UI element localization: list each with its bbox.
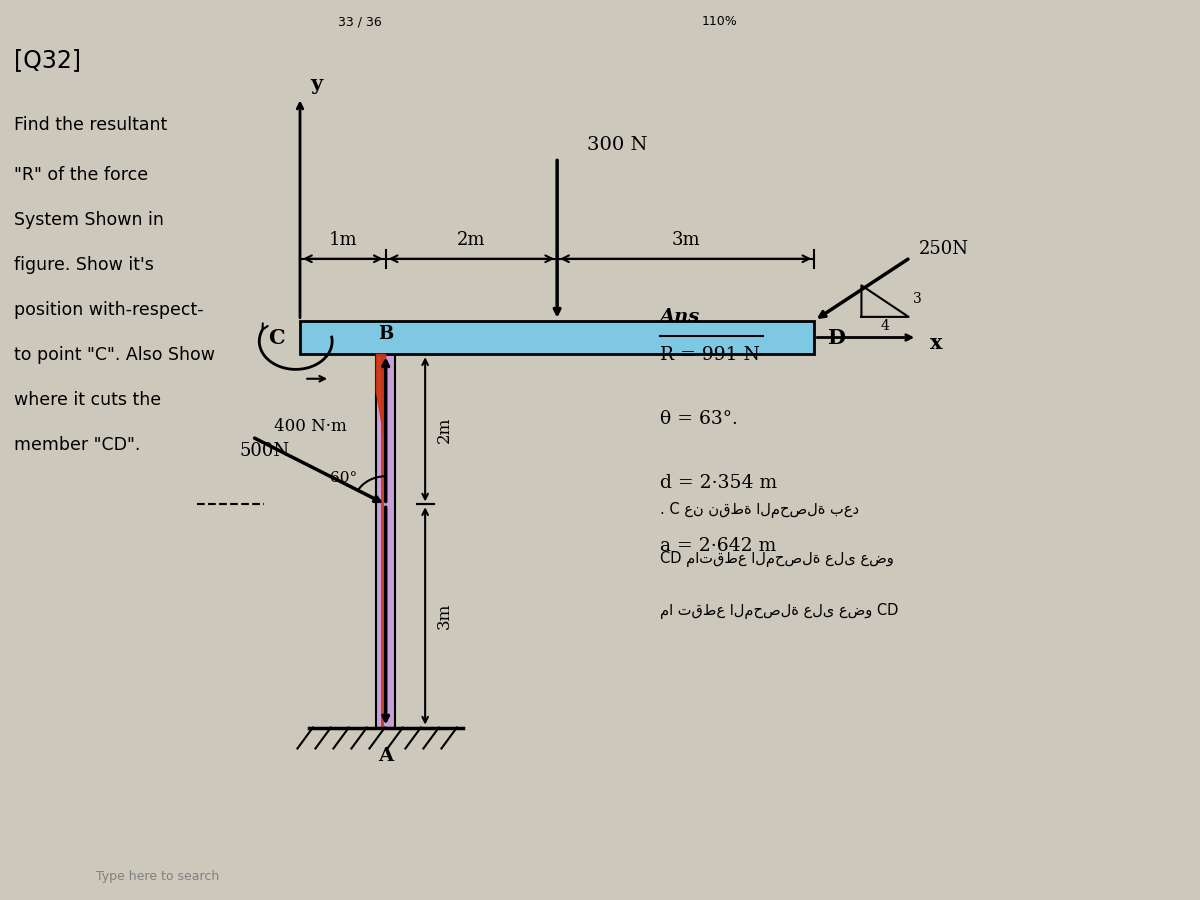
Text: 250N: 250N: [919, 240, 968, 258]
Text: figure. Show it's: figure. Show it's: [14, 256, 155, 274]
Text: 3: 3: [913, 292, 922, 306]
Text: where it cuts the: where it cuts the: [14, 391, 162, 409]
Text: 2m: 2m: [457, 231, 486, 249]
Text: ما تقطع المحصلة على عضو CD: ما تقطع المحصلة على عضو CD: [660, 603, 899, 619]
Text: System Shown in: System Shown in: [14, 211, 164, 229]
Bar: [377, 355, 395, 727]
Text: Type here to search: Type here to search: [96, 870, 220, 883]
Text: 500N: 500N: [239, 442, 289, 460]
Text: C: C: [268, 328, 284, 347]
Polygon shape: [377, 355, 385, 445]
Text: R = 991 N: R = 991 N: [660, 346, 760, 364]
Text: CD ماتقطع المحصلة على عضو: CD ماتقطع المحصلة على عضو: [660, 551, 894, 567]
Bar: [382, 355, 384, 727]
Text: Ans: Ans: [660, 309, 701, 327]
Text: y: y: [311, 74, 323, 94]
Text: [Q32]: [Q32]: [14, 49, 82, 73]
Text: position with-respect-: position with-respect-: [14, 301, 204, 319]
Text: 4: 4: [881, 320, 890, 333]
Text: d = 2·354 m: d = 2·354 m: [660, 473, 778, 491]
Text: x: x: [930, 333, 942, 353]
Text: A: A: [378, 747, 394, 765]
Text: 110%: 110%: [702, 15, 738, 28]
Text: 60°: 60°: [330, 471, 358, 485]
Text: D: D: [827, 328, 845, 347]
Text: θ = 63°.: θ = 63°.: [660, 410, 738, 427]
Text: to point "C". Also Show: to point "C". Also Show: [14, 346, 216, 364]
Text: 3m: 3m: [672, 231, 700, 249]
Text: member "CD".: member "CD".: [14, 436, 140, 454]
Text: 33 / 36: 33 / 36: [338, 15, 382, 28]
Text: 2m: 2m: [436, 416, 452, 443]
Text: a = 2·642 m: a = 2·642 m: [660, 537, 776, 555]
Bar: [300, 320, 815, 355]
Text: . C عن نقطة المحصلة بعد: . C عن نقطة المحصلة بعد: [660, 502, 859, 518]
Text: 300 N: 300 N: [587, 136, 648, 154]
Text: B: B: [378, 325, 394, 343]
Text: 1m: 1m: [329, 231, 358, 249]
Text: "R" of the force: "R" of the force: [14, 166, 149, 184]
Text: Find the resultant: Find the resultant: [14, 116, 168, 134]
Text: 3m: 3m: [436, 603, 452, 629]
Text: 400 N·m: 400 N·m: [275, 418, 347, 436]
